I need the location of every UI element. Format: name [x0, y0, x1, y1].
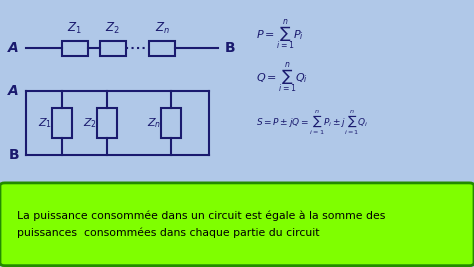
Text: A: A [8, 84, 19, 98]
Text: $Z_2$: $Z_2$ [83, 116, 97, 130]
Bar [161, 108, 181, 138]
Text: $Z_2$: $Z_2$ [105, 21, 120, 36]
Text: $Z_n$: $Z_n$ [147, 116, 161, 130]
Text: B: B [9, 148, 19, 162]
Bar [100, 41, 126, 56]
Text: $Z_1$: $Z_1$ [38, 116, 52, 130]
FancyBboxPatch shape [0, 183, 474, 266]
Text: A: A [8, 41, 19, 55]
Text: La puissance consommée dans un circuit est égale à la somme des
puissances  cons: La puissance consommée dans un circuit e… [17, 211, 385, 238]
Bar [149, 41, 175, 56]
Text: $Q= \sum_{i=1}^{n} Q_i$: $Q= \sum_{i=1}^{n} Q_i$ [256, 60, 308, 95]
Bar [52, 108, 72, 138]
Bar [97, 108, 117, 138]
Bar [62, 41, 88, 56]
Text: $P = \sum_{i=1}^{n} P_i$: $P = \sum_{i=1}^{n} P_i$ [256, 17, 304, 52]
Text: $Z_1$: $Z_1$ [67, 21, 82, 36]
Text: $Z_n$: $Z_n$ [155, 21, 170, 36]
Text: B: B [225, 41, 236, 55]
Text: $S = P \pm jQ = \sum_{i=1}^{n} P_i \pm j\sum_{i=1}^{n} Q_i$: $S = P \pm jQ = \sum_{i=1}^{n} P_i \pm j… [256, 108, 369, 137]
